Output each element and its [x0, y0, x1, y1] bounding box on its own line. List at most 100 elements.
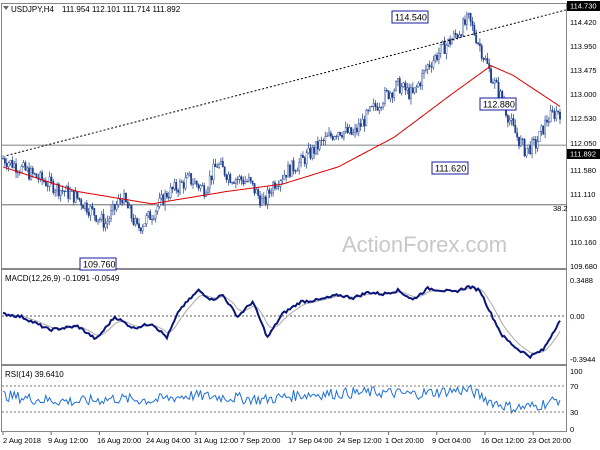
price-panel-frame[interactable] [1, 3, 567, 269]
candle-body [413, 87, 416, 93]
candle-body [315, 141, 317, 154]
candle [302, 151, 304, 158]
candle [149, 209, 152, 220]
candle [130, 204, 133, 223]
candle [251, 180, 254, 186]
candle-body [475, 34, 478, 44]
candle [160, 190, 163, 201]
candle-body [190, 173, 193, 185]
candle-body [261, 197, 263, 206]
candle-body [136, 218, 139, 224]
candle-body [59, 190, 62, 197]
candle-body [84, 202, 86, 209]
candle-body [300, 155, 302, 163]
candle-body [9, 160, 12, 164]
candle-body [387, 90, 390, 99]
candle-body [305, 152, 308, 165]
candle-body [72, 190, 75, 203]
candle [244, 176, 247, 185]
candle [471, 16, 474, 31]
candle [458, 31, 461, 39]
candle-body [87, 212, 90, 216]
candle-body [193, 180, 196, 185]
candle [179, 178, 181, 196]
candle [359, 118, 362, 131]
price-tick-2: 113.950 [570, 42, 597, 51]
candle [65, 184, 68, 193]
candle-body [244, 181, 247, 184]
candle [220, 157, 222, 166]
rsi-panel-frame[interactable] [1, 365, 567, 432]
candle-body [492, 82, 494, 84]
candle-body [151, 219, 153, 221]
candle-body [39, 172, 42, 180]
candle-body [13, 163, 16, 168]
candle-body [247, 177, 250, 182]
rsi-tick-70: 70 [570, 382, 578, 391]
candle-body [516, 132, 519, 138]
candle-body [497, 82, 500, 99]
candle [484, 55, 487, 61]
candle-body [126, 201, 129, 209]
candle [367, 108, 370, 115]
candle-body [156, 206, 159, 212]
candle-body [246, 181, 248, 183]
candle [339, 131, 342, 137]
price-tick-5: 112.530 [570, 114, 597, 123]
macd-panel-frame[interactable] [1, 269, 567, 365]
price-annotations: 114.540 112.880 111.620 109.760 38.2 [79, 10, 568, 271]
candle [337, 131, 340, 141]
candle-body [177, 190, 180, 193]
candle [333, 135, 336, 141]
candle [78, 197, 81, 202]
candle [259, 190, 261, 208]
candle-body [251, 180, 254, 184]
candle-body [264, 196, 267, 205]
candle-body [341, 135, 343, 138]
candle [223, 166, 226, 178]
candle-body [510, 118, 513, 121]
candle-body [52, 180, 55, 193]
candle [238, 174, 241, 184]
candle [316, 136, 319, 155]
candle-body [97, 219, 99, 222]
candle [93, 207, 96, 221]
candle [534, 135, 537, 155]
candle-body [428, 64, 431, 67]
macd-line [2, 284, 561, 360]
candle-body [525, 148, 528, 157]
candle [385, 88, 388, 93]
candle-body [458, 34, 461, 38]
candle-body [61, 190, 64, 192]
candle-body [147, 211, 150, 216]
candle [257, 186, 260, 199]
candle-body [117, 198, 120, 205]
candle [533, 136, 535, 145]
candle [415, 84, 418, 93]
candle-body [354, 127, 356, 133]
time-tick-6: 17 Sep 04:00 [288, 436, 333, 445]
time-axis[interactable]: 2 Aug 2018 9 Aug 12:00 16 Aug 20:00 24 A… [2, 432, 571, 445]
candle [449, 35, 451, 48]
candle [434, 53, 437, 64]
candle-body [102, 213, 105, 228]
candle [445, 43, 448, 60]
candle-body [208, 175, 211, 189]
candle-body [411, 87, 414, 93]
candle-body [357, 123, 360, 133]
candle-body [121, 200, 124, 204]
candle-body [294, 170, 297, 172]
candle [480, 43, 483, 62]
trendline[interactable] [6, 9, 567, 156]
candle-body [270, 192, 273, 194]
candle-body [233, 182, 235, 184]
candle [123, 189, 125, 204]
candle-body [17, 172, 19, 174]
candle [439, 43, 442, 59]
candle [268, 187, 271, 198]
candle-body [216, 166, 219, 168]
candle-body [546, 119, 548, 123]
price-axis[interactable]: 114.730 114.420 113.950 113.475 113.000 … [567, 1, 600, 271]
candle-body [20, 166, 23, 173]
